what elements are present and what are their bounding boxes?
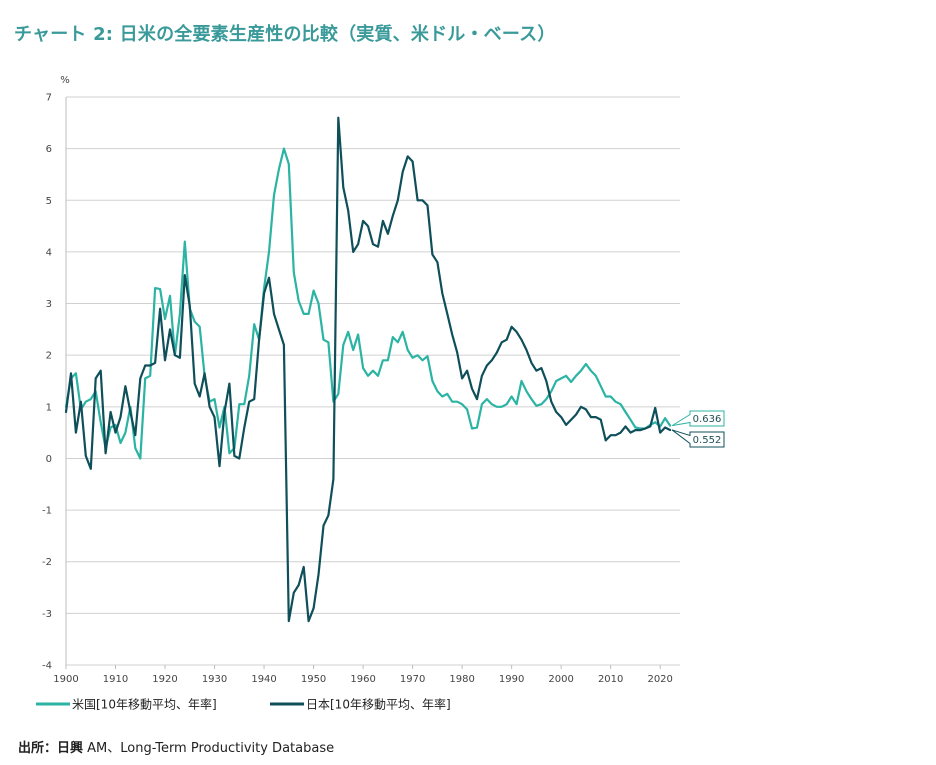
- y-tick-label: -4: [42, 661, 52, 672]
- y-tick-label: 5: [46, 196, 52, 207]
- source-note: 出所：日興 AM、Long-Term Productivity Database: [18, 737, 334, 756]
- chart-title: チャート 2: 日米の全要素生産性の比較（実質、米ドル・ベース）: [14, 24, 556, 45]
- legend-item-japan: 日本[10年移動平均、年率]: [270, 697, 451, 712]
- y-tick-label: 4: [46, 247, 52, 258]
- gridlines: [66, 96, 680, 666]
- x-tick-label: 2020: [647, 674, 672, 685]
- y-tick-label: 7: [46, 93, 52, 104]
- x-tick-label: 1970: [400, 674, 425, 685]
- end-label-value: 0.636: [693, 414, 722, 425]
- x-tick-label: 1950: [301, 674, 326, 685]
- y-tick-label: 2: [46, 351, 52, 362]
- series-lines: [64, 116, 672, 623]
- y-tick-label: 1: [46, 402, 52, 413]
- series-line-japan: [64, 116, 672, 623]
- x-tick-label: 1940: [251, 674, 276, 685]
- end-label-box: [671, 429, 725, 448]
- y-tick-label: 3: [46, 299, 52, 310]
- y-tick-label: -3: [42, 609, 52, 620]
- legend: 米国[10年移動平均、年率] 日本[10年移動平均、年率]: [36, 697, 451, 712]
- line-chart: -4 -3 -2 -1 0 1 2 3 4 5 6 7% 1900 1910 1920 1930 1940 195…: [36, 75, 725, 712]
- series-line-us: [64, 147, 672, 460]
- x-tick-label: 1930: [202, 674, 227, 685]
- x-tick-label: 1900: [53, 674, 78, 685]
- legend-item-us: 米国[10年移動平均、年率]: [36, 697, 217, 712]
- x-tick-label: 1920: [152, 674, 177, 685]
- x-tick-label: 1960: [350, 674, 375, 685]
- source-text: AM、Long-Term Productivity Database: [83, 741, 335, 756]
- end-label-japan: 0.552: [671, 429, 725, 448]
- end-value-callouts: 0.636 0.552: [671, 410, 725, 448]
- axes: -4 -3 -2 -1 0 1 2 3 4 5 6 7% 1900 1910 1920 1930 1940 195…: [42, 75, 673, 685]
- x-tick-label: 1910: [103, 674, 128, 685]
- end-label-value: 0.552: [693, 435, 722, 446]
- x-tick-label: 1980: [449, 674, 474, 685]
- x-tick-label: 2000: [548, 674, 573, 685]
- legend-label: 米国[10年移動平均、年率]: [72, 697, 217, 712]
- x-tick-label: 2010: [598, 674, 623, 685]
- y-tick-label: 0: [46, 454, 52, 465]
- x-tick-label: 1990: [499, 674, 524, 685]
- y-tick-label: -2: [42, 557, 52, 568]
- y-tick-label: -1: [42, 506, 52, 517]
- end-label-us: 0.636: [671, 410, 725, 427]
- y-tick-label: 6: [46, 144, 52, 155]
- legend-label: 日本[10年移動平均、年率]: [306, 697, 451, 712]
- y-axis-unit-label: %: [60, 75, 70, 86]
- source-prefix: 出所：日興: [18, 741, 84, 756]
- end-label-box: [671, 410, 725, 427]
